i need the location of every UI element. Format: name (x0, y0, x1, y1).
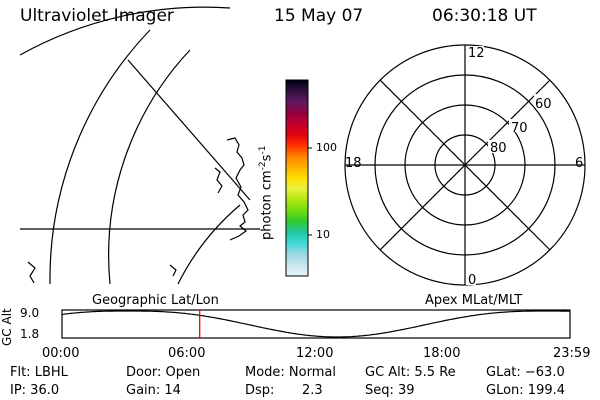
instrument-title: Ultraviolet Imager (20, 6, 174, 26)
timeline-tick-1800: 18:00 (423, 346, 461, 361)
coastline (27, 137, 249, 284)
latitude-arc-2 (108, 49, 191, 285)
date-label: 15 May 07 (274, 6, 364, 26)
latitude-arc-inner (177, 204, 241, 285)
timeline-tick-0000: 00:00 (42, 346, 80, 361)
glon-status: GLon: 199.4 (486, 383, 566, 398)
mlat-label-70: 70 (511, 121, 528, 136)
timeline-tick-0600: 06:00 (168, 346, 206, 361)
polar-mlat-mlt-plot (344, 44, 586, 286)
colorbar-tick-100: 100 (316, 141, 337, 154)
altitude-timeline (61, 309, 571, 339)
intensity-colorbar (285, 79, 312, 277)
door-status: Door: Open (126, 365, 201, 380)
timeline-ymin: 1.8 (20, 327, 40, 341)
latitude-arc-3 (49, 29, 151, 285)
time-label: 06:30:18 UT (432, 6, 537, 26)
mlat-label-80: 80 (490, 141, 507, 156)
mlt-label-18: 18 (345, 156, 362, 171)
mlt-label-12: 12 (468, 46, 485, 61)
geographic-label: Geographic Lat/Lon (92, 293, 219, 308)
dsp-label: Dsp: (245, 383, 275, 398)
meridian-line (127, 59, 251, 201)
mlat-label-60: 60 (535, 97, 552, 112)
gc-alt-status: GC Alt: 5.5 Re (365, 365, 456, 380)
colorbar-tick-10: 10 (316, 228, 330, 241)
seq-status: Seq: 39 (365, 383, 415, 398)
apex-label: Apex MLat/MLT (425, 293, 523, 308)
gain-status: Gain: 14 (126, 383, 181, 398)
colorbar-unit-label: photon cm-2s-1 (258, 145, 275, 240)
dsp-value: 2.3 (302, 383, 323, 398)
timeline-tick-2359: 23:59 (553, 346, 591, 361)
latitude-arc-outer (19, 6, 231, 56)
mlt-label-0: 0 (468, 273, 477, 288)
mlt-label-6: 6 (575, 156, 584, 171)
ip-status: IP: 36.0 (10, 383, 60, 398)
mode-status: Mode: Normal (245, 365, 336, 380)
timeline-ymax: 9.0 (20, 306, 40, 320)
glat-status: GLat: −63.0 (486, 365, 565, 380)
geographic-map (19, 6, 260, 285)
filter-status: Flt: LBHL (10, 365, 68, 380)
timeline-tick-1200: 12:00 (296, 346, 334, 361)
altitude-curve (61, 310, 570, 338)
